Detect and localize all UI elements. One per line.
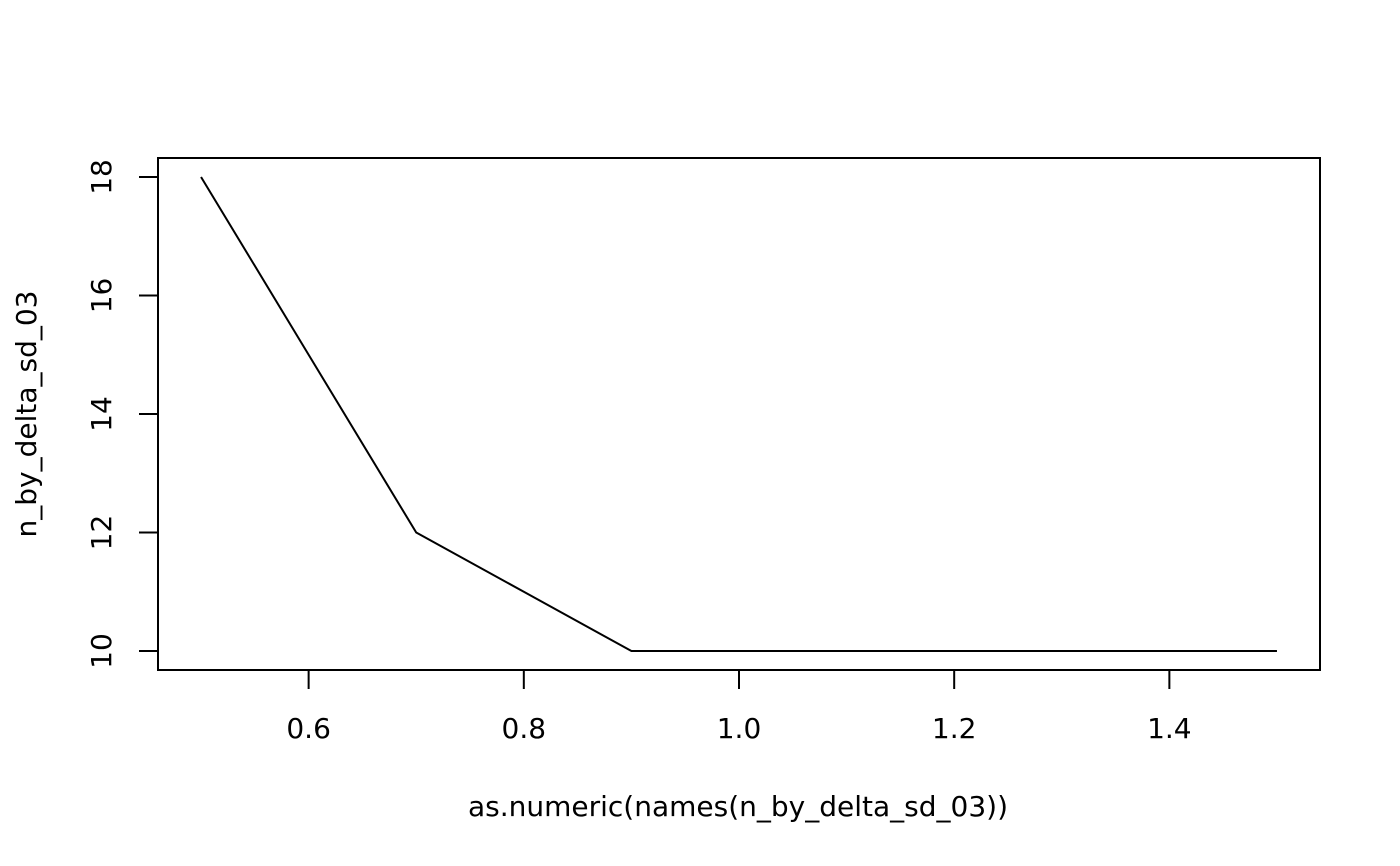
y-axis-label: n_by_delta_sd_03 bbox=[10, 291, 43, 538]
y-tick-label: 14 bbox=[85, 396, 118, 432]
plot-frame bbox=[157, 157, 1321, 671]
x-tick-label: 1.2 bbox=[932, 712, 977, 745]
x-axis-label: as.numeric(names(n_by_delta_sd_03)) bbox=[468, 790, 1008, 823]
x-tick-label: 0.8 bbox=[502, 712, 547, 745]
y-tick-label: 18 bbox=[85, 159, 118, 195]
y-tick-label: 10 bbox=[85, 633, 118, 669]
series-line bbox=[200, 176, 1277, 653]
x-tick-label: 0.6 bbox=[286, 712, 331, 745]
y-axis: 10 12 14 16 18 bbox=[85, 159, 159, 669]
x-tick-label: 1.4 bbox=[1147, 712, 1192, 745]
x-axis: 0.6 0.8 1.0 1.2 1.4 bbox=[286, 669, 1192, 745]
y-tick-label: 16 bbox=[85, 278, 118, 314]
y-tick-label: 12 bbox=[85, 515, 118, 551]
x-tick-label: 1.0 bbox=[717, 712, 762, 745]
series-layer bbox=[200, 176, 1277, 653]
